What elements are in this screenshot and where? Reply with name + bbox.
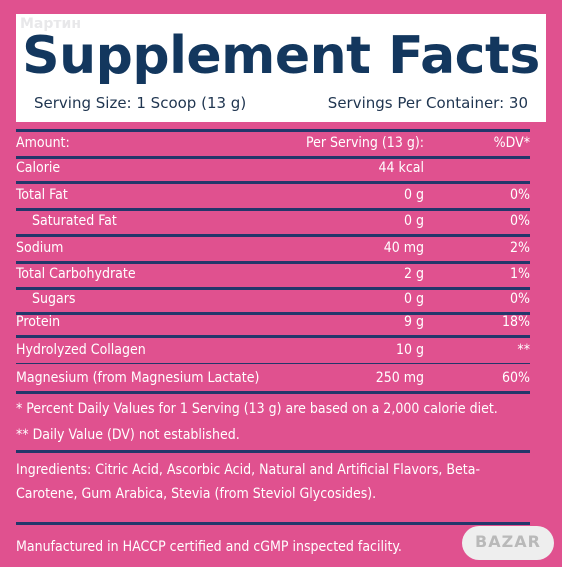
nutrient-label: Magnesium (from Magnesium Lactate) <box>16 370 260 386</box>
nutrient-amount: 0 g <box>403 291 424 307</box>
nutrient-amount: 0 g <box>403 187 424 203</box>
watermark-text: Мартин <box>20 16 81 32</box>
nutrient-row-hydrolyzed-collagen: Hydrolyzed Collagen 10 g ** <box>16 339 530 364</box>
table-top-rule <box>16 129 530 132</box>
per-serving-header: Per Serving (13 g): <box>306 135 424 151</box>
nutrient-amount: 0 g <box>403 213 424 229</box>
nutrient-dv: 0% <box>510 187 530 203</box>
nutrient-dv: ** <box>517 342 530 358</box>
manufacturing-top-rule <box>16 522 530 525</box>
nutrient-dv: 0% <box>510 213 530 229</box>
serving-size: Serving Size: 1 Scoop (13 g) <box>34 94 247 112</box>
nutrient-label: Total Carbohydrate <box>16 266 136 282</box>
nutrient-dv: 18% <box>502 314 530 330</box>
amount-header: Amount: <box>16 135 70 151</box>
nutrient-row-saturated-fat: Saturated Fat 0 g 0% <box>16 210 530 237</box>
nutrient-dv: 2% <box>510 240 530 256</box>
bazar-logo-text: BAZAR <box>475 532 541 551</box>
nutrient-dv: 1% <box>510 266 530 282</box>
nutrient-row-total-carbohydrate: Total Carbohydrate 2 g 1% <box>16 263 530 290</box>
nutrient-dv: 60% <box>502 370 530 386</box>
nutrient-label: Sugars <box>32 291 76 307</box>
nutrient-label: Total Fat <box>16 187 68 203</box>
footnote-percent-dv: * Percent Daily Values for 1 Serving (13… <box>16 401 498 417</box>
nutrient-amount: 250 mg <box>375 370 424 386</box>
manufacturing-statement: Manufactured in HACCP certified and cGMP… <box>16 539 402 555</box>
nutrient-label: Saturated Fat <box>32 213 117 229</box>
nutrient-amount: 44 kcal <box>378 160 424 176</box>
nutrient-label: Calorie <box>16 160 61 176</box>
nutrient-row-magnesium: Magnesium (from Magnesium Lactate) 250 m… <box>16 367 530 394</box>
nutrient-amount: 9 g <box>403 314 424 330</box>
nutrient-row-protein: Protein 9 g 18% <box>16 311 530 338</box>
nutrient-row-sugars: Sugars 0 g 0% <box>16 288 530 315</box>
nutrient-row-sodium: Sodium 40 mg 2% <box>16 237 530 264</box>
nutrient-row-calorie: Calorie 44 kcal <box>16 157 530 184</box>
table-header-row: Amount: Per Serving (13 g): %DV* <box>16 132 530 159</box>
title-card: Мартин Supplement Facts Serving Size: 1 … <box>16 14 546 122</box>
nutrient-label: Protein <box>16 314 61 330</box>
nutrient-amount: 10 g <box>395 342 424 358</box>
page-title: Supplement Facts <box>22 26 540 86</box>
bazar-logo: BAZAR <box>462 526 554 560</box>
footnote-dv-not-established: ** Daily Value (DV) not established. <box>16 427 240 443</box>
ingredients-top-rule <box>16 450 530 453</box>
dv-header: %DV* <box>493 135 530 151</box>
nutrient-label: Sodium <box>16 240 64 256</box>
nutrient-amount: 2 g <box>403 266 424 282</box>
serving-info: Serving Size: 1 Scoop (13 g) Servings Pe… <box>34 94 528 112</box>
servings-per-container: Servings Per Container: 30 <box>327 94 528 112</box>
nutrient-dv: 0% <box>510 291 530 307</box>
nutrient-label: Hydrolyzed Collagen <box>16 342 146 358</box>
nutrient-amount: 40 mg <box>383 240 424 256</box>
ingredients-text: Ingredients: Citric Acid, Ascorbic Acid,… <box>16 462 480 502</box>
nutrient-row-total-fat: Total Fat 0 g 0% <box>16 184 530 211</box>
